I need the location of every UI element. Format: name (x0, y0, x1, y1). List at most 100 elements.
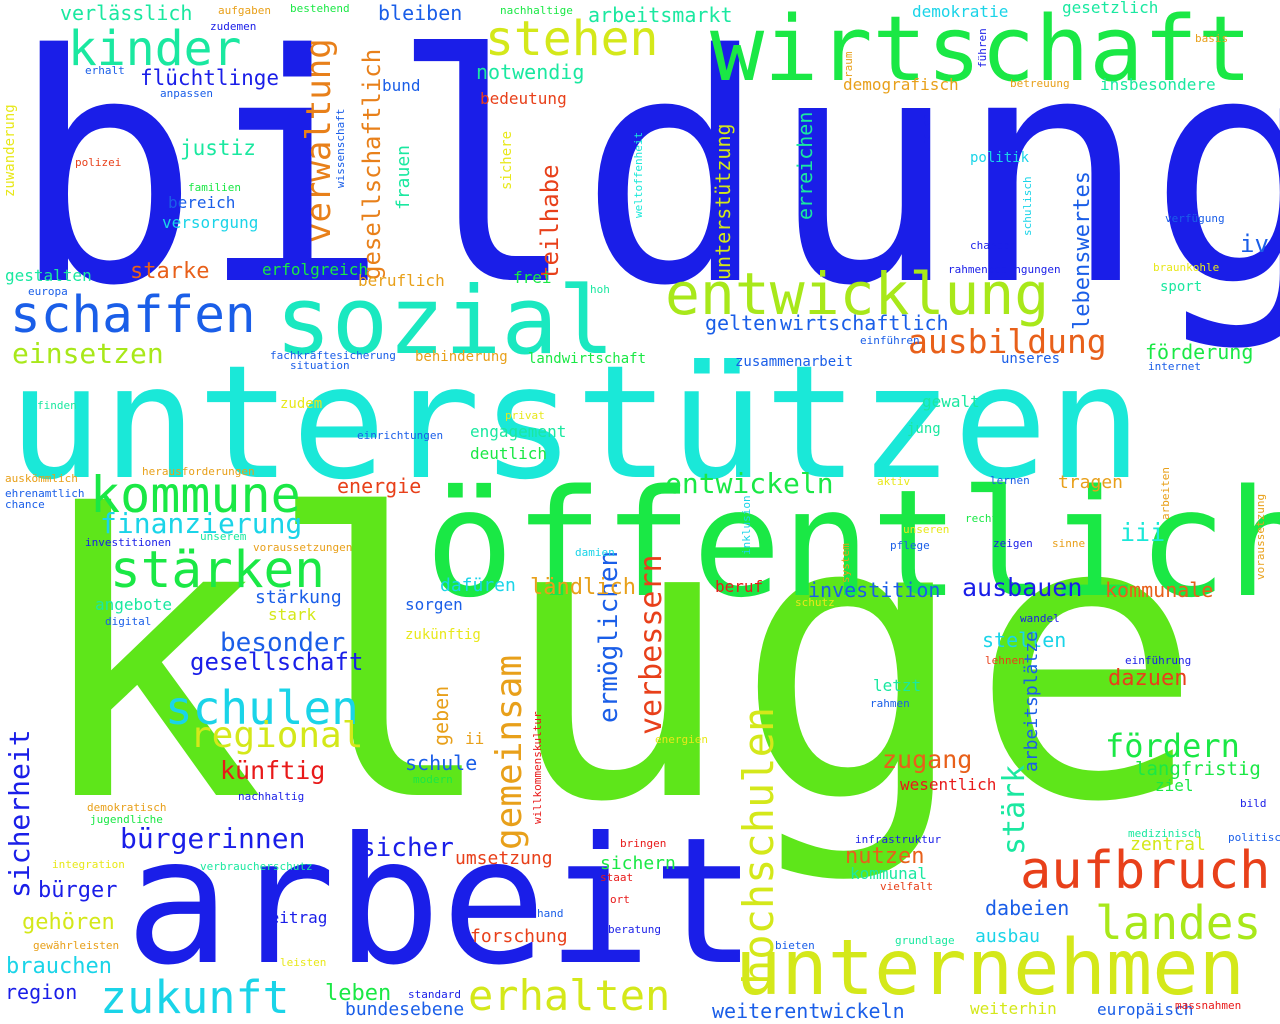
cloud-word: kommunale (1105, 578, 1214, 602)
cloud-word: wirtschaft (710, 0, 1252, 102)
cloud-word: investitionen (85, 536, 172, 549)
cloud-word: deutlich (470, 444, 548, 463)
cloud-word: arbeitsplätze (1021, 631, 1042, 772)
cloud-word: sport (1160, 279, 1203, 295)
cloud-word: medizinisch (1128, 827, 1201, 840)
cloud-word: aufgaben (218, 4, 271, 17)
cloud-word: recht (965, 512, 999, 525)
cloud-word: arbeit (125, 801, 758, 1004)
cloud-word: förderung (1145, 340, 1254, 364)
cloud-word: gesellschaftlich (358, 48, 386, 280)
cloud-word: engagement (470, 422, 567, 441)
cloud-word: flüchtlinge (140, 66, 280, 90)
cloud-word: insbesondere (1100, 75, 1216, 94)
cloud-word: hoh (590, 283, 610, 296)
cloud-word: frei (513, 268, 552, 287)
cloud-word: regional (190, 715, 364, 756)
cloud-word: system (839, 543, 852, 583)
cloud-word: gehören (22, 910, 115, 935)
cloud-word: anpassen (160, 87, 213, 100)
cloud-word: bestehend (290, 2, 350, 15)
cloud-word: schutz (795, 596, 835, 609)
cloud-word: sichern (600, 853, 676, 874)
cloud-word: hand (537, 907, 564, 920)
cloud-word: ehrenamtlich (5, 487, 85, 500)
cloud-word: bürgerinnen (120, 822, 306, 855)
cloud-word: bedeutung (480, 89, 567, 108)
cloud-word: fördern (1105, 727, 1240, 765)
cloud-word: sinne (1052, 537, 1086, 550)
cloud-word: erfolgreich (262, 260, 368, 279)
cloud-word: bereich (168, 193, 236, 212)
cloud-word: stehen (485, 11, 659, 67)
cloud-word: wesentlich (900, 775, 997, 794)
cloud-word: gesetzlich (1062, 0, 1159, 17)
cloud-word: voraussetzung (1254, 493, 1267, 580)
cloud-word: brauchen (6, 954, 112, 979)
cloud-word: zeigen (993, 537, 1033, 550)
cloud-word: sorgen (405, 595, 463, 614)
cloud-word: auskömmlich (5, 472, 78, 485)
cloud-word: gestalten (5, 266, 92, 285)
cloud-word: stark (268, 605, 317, 624)
cloud-word: braunkohle (1153, 261, 1220, 274)
cloud-word: entwicklung (665, 260, 1050, 328)
cloud-word: energien (655, 733, 708, 746)
cloud-word: lebenswertes (1070, 171, 1095, 330)
cloud-word: betreuung (1010, 77, 1070, 90)
cloud-word: wirtschaftlich (780, 311, 949, 335)
cloud-word: region (5, 980, 78, 1004)
cloud-word: zusammenarbeit (735, 354, 854, 370)
cloud-word: bund (382, 76, 421, 95)
cloud-word: nutzen (845, 844, 925, 869)
cloud-word: schulisch (1021, 176, 1034, 236)
cloud-word: ländlich (530, 575, 636, 600)
cloud-word: notwendig (476, 60, 585, 84)
cloud-word: raum (842, 51, 855, 79)
cloud-word: gewährleisten (33, 939, 120, 952)
cloud-word: bürger (38, 878, 118, 903)
cloud-word: zudem (280, 396, 323, 412)
cloud-word: jung (907, 421, 941, 437)
cloud-word: dazuen (1108, 666, 1188, 691)
cloud-word: massnahmen (1175, 999, 1242, 1012)
cloud-word: erhalten (468, 971, 671, 1020)
cloud-word: gewalt (922, 392, 980, 411)
cloud-word: pflege (890, 539, 930, 552)
cloud-word: landwirtschaft (528, 351, 647, 367)
cloud-word: iv (1240, 230, 1269, 258)
cloud-word: ausbildung (908, 322, 1107, 361)
cloud-word: stärkung (255, 587, 342, 608)
cloud-word: politisch (1228, 831, 1280, 844)
cloud-word: beratung (608, 923, 661, 936)
cloud-word: energie (337, 474, 422, 498)
cloud-word: einsetzen (12, 337, 164, 370)
cloud-word: justiz (180, 136, 256, 160)
cloud-word: verlässlich (60, 1, 193, 25)
cloud-word: internet (1148, 360, 1201, 373)
cloud-word: sozial (275, 267, 615, 376)
cloud-word: dabeien (985, 896, 1070, 920)
cloud-word: grundlage (895, 934, 955, 947)
cloud-word: geben (429, 685, 453, 746)
cloud-word: sichere (499, 130, 515, 190)
cloud-word: unterstützen (8, 332, 1143, 515)
cloud-word: ort (610, 893, 630, 906)
cloud-word: verbessern (634, 554, 669, 735)
cloud-word: aktiv (877, 475, 911, 488)
cloud-word: politik (970, 150, 1030, 166)
cloud-word: zugang (882, 745, 973, 774)
cloud-word: staat (600, 871, 634, 884)
cloud-word: erhalt (85, 64, 125, 77)
cloud-word: unternehmen (735, 924, 1245, 1013)
cloud-word: starke (130, 259, 210, 284)
cloud-word: standard (408, 988, 461, 1001)
cloud-word: führen (976, 28, 989, 68)
cloud-word: zukunft (100, 971, 290, 1024)
cloud-word: chancen (970, 239, 1017, 252)
cloud-word: schule (405, 751, 478, 775)
cloud-word: digital (105, 615, 152, 628)
cloud-word: polizei (75, 156, 122, 169)
cloud-word: jugendliche (90, 813, 163, 826)
cloud-word: beitrag (260, 908, 328, 927)
